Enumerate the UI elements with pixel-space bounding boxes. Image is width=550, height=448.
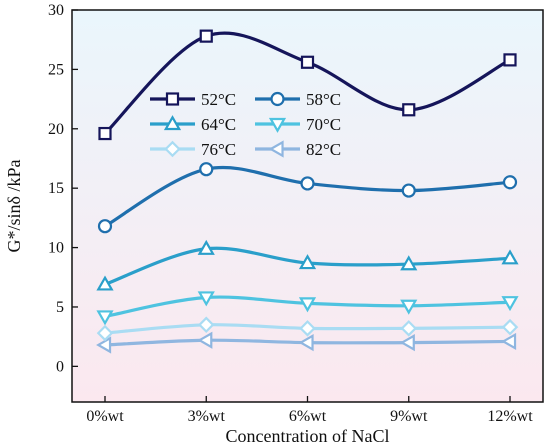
series-layer bbox=[96, 29, 519, 354]
data-point bbox=[399, 334, 415, 352]
legend-label: 76°C bbox=[201, 140, 236, 159]
data-point bbox=[400, 299, 418, 315]
x-axis-label: Concentration of NaCl bbox=[226, 426, 390, 446]
data-point bbox=[502, 175, 518, 190]
data-point bbox=[197, 291, 215, 307]
legend-label: 82°C bbox=[306, 140, 341, 159]
plot-frame bbox=[71, 9, 544, 403]
legend-label: 58°C bbox=[306, 90, 341, 109]
legend-item: 58°C bbox=[255, 90, 341, 109]
x-tick-label: 0%wt bbox=[86, 408, 124, 425]
legend-label: 64°C bbox=[201, 115, 236, 134]
legend: 52°C 58°C 64°C 70°C 76°C 82°C bbox=[150, 90, 341, 159]
data-point bbox=[501, 296, 519, 312]
data-point bbox=[96, 310, 114, 326]
legend-marker bbox=[268, 140, 284, 158]
data-point bbox=[199, 162, 214, 177]
data-point bbox=[197, 316, 215, 334]
series-58C bbox=[97, 162, 518, 234]
x-tick-label: 3%wt bbox=[188, 408, 226, 425]
legend-marker bbox=[268, 117, 287, 133]
x-tick-label: 6%wt bbox=[289, 408, 327, 425]
data-point bbox=[199, 29, 213, 43]
legend-marker bbox=[270, 91, 285, 107]
data-point bbox=[98, 126, 112, 141]
data-point bbox=[298, 297, 317, 313]
legend-item: 64°C bbox=[150, 115, 236, 134]
y-tick-label: 30 bbox=[48, 2, 64, 19]
data-point bbox=[400, 320, 418, 337]
legend-label: 52°C bbox=[201, 90, 236, 109]
x-tick-label: 12%wt bbox=[487, 408, 533, 425]
data-point bbox=[298, 334, 314, 352]
y-tick-label: 0 bbox=[56, 358, 64, 375]
y-tick-label: 15 bbox=[48, 180, 64, 197]
x-tick-label: 9%wt bbox=[390, 408, 428, 425]
data-point bbox=[300, 55, 315, 69]
legend-item: 70°C bbox=[255, 115, 341, 134]
y-tick-label: 20 bbox=[48, 121, 64, 138]
series-52C bbox=[98, 29, 517, 141]
data-point bbox=[503, 53, 517, 67]
data-point bbox=[96, 336, 112, 354]
data-point bbox=[300, 176, 315, 191]
data-point bbox=[501, 332, 517, 351]
data-point bbox=[96, 275, 114, 291]
data-point bbox=[402, 103, 416, 117]
legend-marker bbox=[163, 115, 182, 131]
axis-ticks: 0 5 10 15 20 25 30 0%wt 3%wt 6%wt 9%wt 12%wt bbox=[48, 2, 533, 425]
y-tick-label: 5 bbox=[56, 299, 64, 316]
data-point bbox=[197, 239, 215, 255]
legend-marker bbox=[164, 140, 181, 158]
series-82C bbox=[96, 331, 517, 354]
legend-item: 76°C bbox=[150, 140, 236, 159]
data-point bbox=[501, 249, 519, 265]
y-axis-label: G*/sinδ /kPa bbox=[4, 160, 24, 253]
data-point bbox=[96, 324, 114, 342]
data-point bbox=[97, 219, 113, 234]
series-76C bbox=[96, 316, 519, 342]
legend-marker bbox=[165, 92, 180, 106]
data-point bbox=[400, 255, 418, 271]
y-tick-label: 25 bbox=[48, 61, 64, 78]
series-64C bbox=[96, 239, 519, 291]
data-point bbox=[298, 254, 317, 270]
legend-item: 82°C bbox=[255, 140, 341, 159]
legend-label: 70°C bbox=[306, 115, 341, 134]
plot-area bbox=[72, 10, 543, 402]
data-point bbox=[501, 318, 519, 336]
data-point bbox=[299, 320, 316, 337]
data-point bbox=[197, 331, 213, 349]
series-70C bbox=[96, 291, 519, 326]
y-tick-label: 10 bbox=[48, 240, 64, 257]
data-point bbox=[401, 183, 416, 198]
legend-item: 52°C bbox=[150, 90, 236, 109]
